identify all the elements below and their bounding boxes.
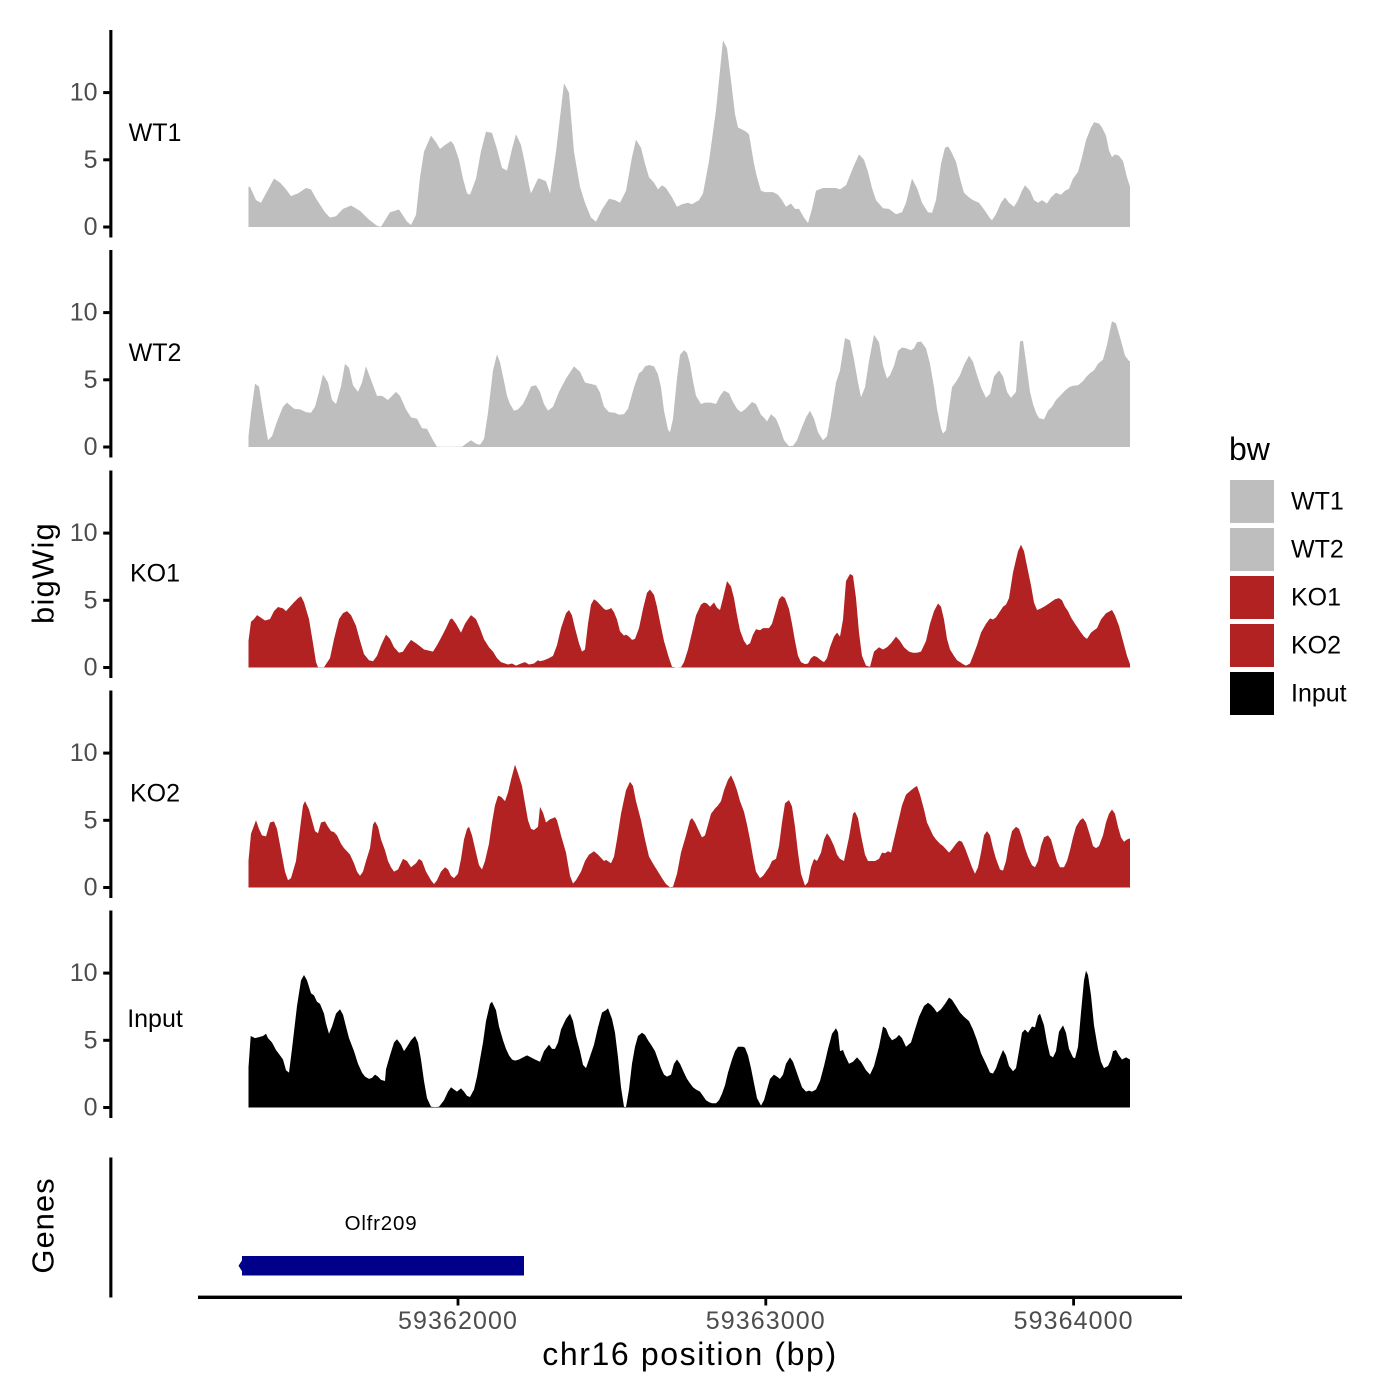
svg-text:0: 0 (84, 654, 98, 682)
svg-text:KO1: KO1 (1291, 584, 1341, 612)
svg-text:59362000: 59362000 (398, 1307, 518, 1335)
svg-text:10: 10 (70, 959, 98, 987)
svg-text:WT1: WT1 (129, 119, 182, 147)
svg-text:5: 5 (84, 586, 98, 614)
svg-text:WT2: WT2 (129, 339, 182, 367)
svg-text:5: 5 (84, 1026, 98, 1054)
svg-text:0: 0 (84, 874, 98, 902)
svg-text:59363000: 59363000 (706, 1307, 826, 1335)
svg-text:Input: Input (127, 1005, 183, 1033)
svg-text:10: 10 (70, 299, 98, 327)
svg-text:5: 5 (84, 366, 98, 394)
svg-text:KO1: KO1 (130, 560, 180, 588)
svg-text:chr16 position (bp): chr16 position (bp) (542, 1336, 837, 1372)
svg-text:Genes: Genes (26, 1177, 61, 1273)
svg-text:WT2: WT2 (1291, 536, 1344, 564)
svg-text:5: 5 (84, 146, 98, 174)
svg-text:WT1: WT1 (1291, 488, 1344, 516)
svg-text:59364000: 59364000 (1014, 1307, 1134, 1335)
svg-text:10: 10 (70, 739, 98, 767)
svg-text:10: 10 (70, 519, 98, 547)
svg-text:10: 10 (70, 79, 98, 107)
svg-text:5: 5 (84, 806, 98, 834)
svg-text:0: 0 (84, 1094, 98, 1122)
svg-text:bw: bw (1229, 431, 1271, 467)
svg-text:0: 0 (84, 213, 98, 241)
svg-text:KO2: KO2 (130, 780, 180, 808)
svg-text:Olfr209: Olfr209 (345, 1212, 418, 1235)
svg-text:Input: Input (1291, 680, 1347, 708)
svg-text:0: 0 (84, 433, 98, 461)
svg-text:KO2: KO2 (1291, 632, 1341, 660)
svg-text:bigWig: bigWig (26, 522, 61, 624)
